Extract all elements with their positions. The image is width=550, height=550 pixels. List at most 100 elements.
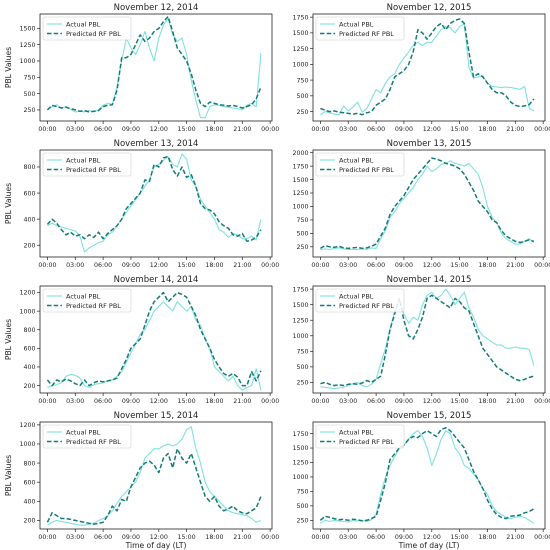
panel-title: November 12, 2014 — [114, 3, 199, 13]
x-tick-label: 00:00 — [261, 534, 279, 541]
x-tick-label: 21:00 — [233, 126, 251, 133]
axes-frame — [39, 13, 273, 122]
x-tick-label: 00:00 — [38, 534, 56, 541]
legend-label-actual: Actual PBL — [339, 20, 374, 28]
legend-label-actual: Actual PBL — [339, 292, 374, 300]
x-tick-label: 18:00 — [205, 534, 223, 541]
x-tick-label: 03:00 — [339, 262, 357, 269]
axes-frame — [312, 421, 546, 530]
y-axis-label: PBL Values — [4, 47, 13, 88]
panel-title: November 13, 2014 — [114, 139, 199, 149]
y-tick-label: 250 — [296, 380, 308, 387]
legend-box — [315, 16, 405, 41]
axes-frame — [312, 149, 546, 258]
x-tick-label: 09:00 — [395, 262, 413, 269]
panel-3: November 13, 2014 200 400 600 800 00:00 03:00 0… — [4, 139, 279, 269]
y-tick-label: 1750 — [292, 163, 308, 170]
y-tick-label: 400 — [23, 216, 35, 223]
legend: Actual PBL Predicted RF PBL — [42, 16, 132, 41]
x-tick-label: 09:00 — [122, 126, 140, 133]
series-predicted-rf-pbl — [46, 448, 262, 525]
y-tick-label: 800 — [23, 164, 35, 171]
x-tick-label: 18:00 — [478, 534, 496, 541]
y-tick-label: 200 — [23, 242, 35, 249]
series-actual-pbl — [320, 288, 535, 390]
legend-box — [315, 152, 405, 177]
y-tick-label: 500 — [296, 93, 308, 100]
y-tick-label: 800 — [23, 327, 35, 334]
y-tick-label: 200 — [23, 518, 35, 525]
x-tick-label: 03:00 — [66, 534, 84, 541]
legend: Actual PBL Predicted RF PBL — [315, 424, 405, 449]
legend-label-actual: Actual PBL — [339, 428, 374, 436]
panel-7: November 15, 2014 200 400 600 800 1000 1200 00:… — [4, 411, 279, 550]
x-tick-label: 09:00 — [395, 126, 413, 133]
x-tick-label: 21:00 — [506, 398, 524, 405]
y-axis-label: PBL Values — [4, 183, 13, 224]
x-tick-label: 15:00 — [178, 534, 196, 541]
x-tick-label: 09:00 — [122, 534, 140, 541]
x-tick-label: 15:00 — [451, 262, 469, 269]
legend-label-actual: Actual PBL — [66, 292, 101, 300]
series-predicted-rf-pbl — [46, 15, 262, 113]
x-tick-label: 00:00 — [38, 398, 56, 405]
legend-box — [42, 288, 132, 313]
legend: Actual PBL Predicted RF PBL — [42, 288, 132, 313]
x-tick-label: 00:00 — [534, 534, 550, 541]
x-tick-label: 06:00 — [94, 398, 112, 405]
x-tick-label: 06:00 — [367, 126, 385, 133]
x-tick-label: 21:00 — [233, 534, 251, 541]
y-axis-label: PBL Values — [4, 455, 13, 496]
x-tick-label: 06:00 — [367, 398, 385, 405]
y-tick-label: 500 — [23, 91, 35, 98]
series-actual-pbl — [320, 22, 535, 116]
x-tick-label: 03:00 — [66, 126, 84, 133]
y-tick-label: 600 — [23, 190, 35, 197]
x-axis-label: Time of day (LT) — [398, 541, 460, 550]
series-predicted-rf-pbl — [320, 294, 535, 387]
x-tick-label: 21:00 — [506, 262, 524, 269]
y-tick-label: 250 — [296, 109, 308, 116]
x-axis-label: Time of day (LT) — [125, 541, 187, 550]
x-tick-label: 00:00 — [311, 534, 329, 541]
y-tick-label: 400 — [23, 498, 35, 505]
x-tick-label: 00:00 — [311, 126, 329, 133]
legend-box — [315, 288, 405, 313]
y-tick-label: 1500 — [292, 302, 308, 309]
x-tick-label: 06:00 — [94, 262, 112, 269]
y-tick-label: 1250 — [292, 46, 308, 53]
x-tick-label: 15:00 — [178, 126, 196, 133]
series-predicted-rf-pbl — [320, 18, 535, 116]
axes-frame — [39, 421, 273, 530]
x-tick-label: 00:00 — [534, 398, 550, 405]
y-tick-label: 1000 — [292, 204, 308, 211]
y-tick-label: 1750 — [292, 286, 308, 293]
axes-frame — [39, 285, 273, 394]
x-tick-label: 00:00 — [38, 126, 56, 133]
x-tick-label: 00:00 — [261, 126, 279, 133]
panel-title: November 14, 2014 — [114, 275, 199, 285]
x-tick-label: 00:00 — [261, 398, 279, 405]
x-tick-label: 03:00 — [339, 534, 357, 541]
x-tick-label: 06:00 — [94, 126, 112, 133]
y-tick-label: 1000 — [19, 441, 35, 448]
y-tick-label: 500 — [296, 364, 308, 371]
y-tick-label: 750 — [296, 217, 308, 224]
x-tick-label: 12:00 — [150, 126, 168, 133]
legend-label-predicted: Predicted RF PBL — [66, 30, 121, 38]
legend-label-predicted: Predicted RF PBL — [66, 438, 121, 446]
y-tick-label: 250 — [296, 244, 308, 251]
series-actual-pbl — [47, 426, 262, 526]
series-predicted-rf-pbl — [46, 291, 262, 387]
series-actual-pbl — [320, 430, 535, 524]
y-tick-label: 750 — [296, 489, 308, 496]
x-tick-label: 18:00 — [478, 262, 496, 269]
legend: Actual PBL Predicted RF PBL — [315, 152, 405, 177]
series-predicted-rf-pbl — [319, 427, 535, 522]
x-tick-label: 18:00 — [205, 126, 223, 133]
x-tick-label: 12:00 — [150, 262, 168, 269]
x-tick-label: 09:00 — [395, 534, 413, 541]
x-tick-label: 03:00 — [339, 398, 357, 405]
x-tick-label: 12:00 — [150, 398, 168, 405]
legend-label-predicted: Predicted RF PBL — [339, 166, 394, 174]
